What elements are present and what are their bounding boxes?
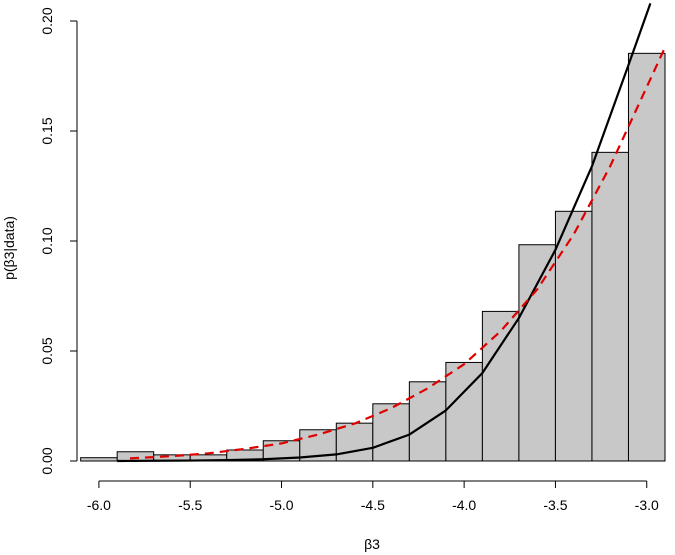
solid-curve-0	[117, 3, 652, 463]
x-axis: -6.0 -5.5 -5.0 -4.5 -4.0 -3.5 -3.0	[87, 480, 659, 513]
histogram-bar-7	[335, 422, 374, 462]
histogram-bar-11	[481, 310, 520, 462]
histogram-bar-0	[80, 457, 118, 462]
histogram-bar-12	[518, 244, 556, 462]
histogram-bars	[80, 52, 666, 462]
y-tick-label-1: 0.05	[39, 337, 55, 364]
dashed-curve-1	[129, 46, 666, 460]
histogram-bar-8	[372, 403, 410, 462]
x-tick-label-4: -4.0	[452, 497, 476, 513]
histogram-bar-13	[554, 210, 593, 462]
histogram-bar-14	[591, 151, 629, 462]
histogram-bar-15	[627, 52, 666, 462]
x-axis-title: β3	[364, 536, 380, 552]
x-tick-label-1: -5.5	[178, 497, 202, 513]
y-tick-label-2: 0.10	[39, 227, 55, 254]
x-axis-title-text: β3	[364, 536, 380, 552]
density-curves	[117, 3, 666, 463]
x-tick-label-6: -3.0	[635, 497, 659, 513]
y-axis-title: p(β3|data)	[1, 216, 17, 280]
x-tick-label-5: -3.5	[543, 497, 567, 513]
y-axis: 0.00 0.05 0.10 0.15 0.20	[39, 7, 78, 475]
x-tick-label-0: -6.0	[87, 497, 111, 513]
x-tick-label-3: -4.5	[361, 497, 385, 513]
x-tick-label-2: -5.0	[269, 497, 293, 513]
y-axis-title-text: p(β3|data)	[1, 216, 17, 280]
y-tick-label-0: 0.00	[39, 447, 55, 474]
y-tick-label-4: 0.20	[39, 7, 55, 34]
y-tick-label-3: 0.15	[39, 117, 55, 144]
